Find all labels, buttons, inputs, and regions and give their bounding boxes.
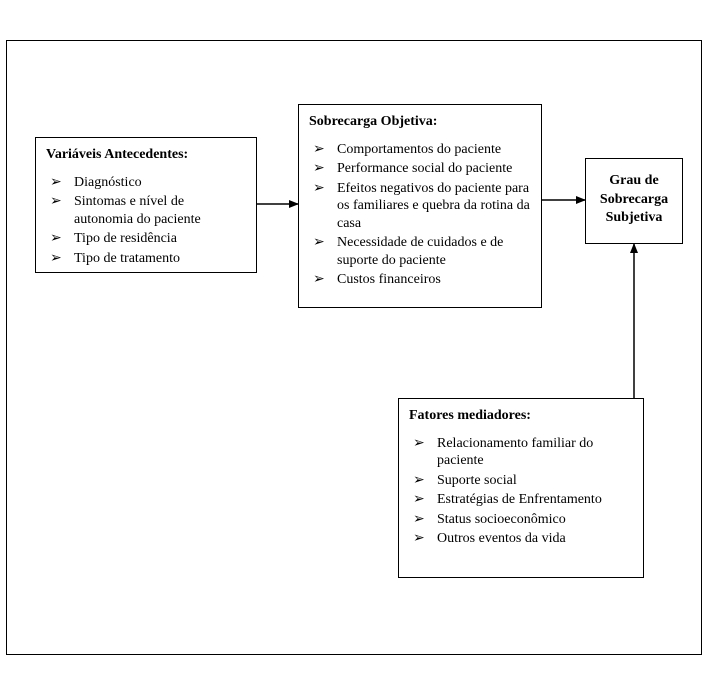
node-antecedents-title: Variáveis Antecedentes:	[46, 146, 246, 164]
node-objective-items: Comportamentos do pacientePerformance so…	[309, 141, 531, 289]
node-mediators-items: Relacionamento familiar do paciente Supor…	[409, 435, 633, 548]
node-result-line1: Grau de	[609, 173, 658, 188]
antecedents-item: Tipo de residência	[74, 230, 246, 248]
node-mediators-title: Fatores mediadores:	[409, 407, 633, 425]
objective-item: Comportamentos do paciente	[337, 141, 531, 159]
node-mediators: Fatores mediadores: Relacionamento famil…	[398, 398, 644, 578]
node-objective: Sobrecarga Objetiva: Comportamentos do p…	[298, 104, 542, 308]
antecedents-item: Tipo de tratamento	[74, 250, 246, 268]
objective-item: Efeitos negativos do paciente para os fa…	[337, 180, 531, 233]
node-result-line3: Subjetiva	[606, 210, 663, 225]
mediators-item: Estratégias de Enfrentamento	[437, 491, 633, 509]
mediators-item: Suporte social	[437, 472, 633, 490]
objective-item: Performance social do paciente	[337, 160, 531, 178]
objective-item: Custos financeiros	[337, 271, 531, 289]
antecedents-item: Diagnóstico	[74, 174, 246, 192]
diagram-canvas: Variáveis Antecedentes: DiagnósticoSinto…	[0, 0, 707, 696]
mediators-item: Relacionamento familiar do paciente	[437, 435, 633, 470]
node-result: Grau de Sobrecarga Subjetiva	[585, 158, 683, 244]
node-result-text: Grau de Sobrecarga Subjetiva	[600, 172, 668, 229]
mediators-item: Outros eventos da vida	[437, 530, 633, 548]
objective-item: Necessidade de cuidados e de suporte do …	[337, 234, 531, 269]
node-result-line2: Sobrecarga	[600, 192, 668, 207]
antecedents-item: Sintomas e nível de autonomia do pacient…	[74, 193, 246, 228]
node-objective-title: Sobrecarga Objetiva:	[309, 113, 531, 131]
mediators-item: Status socioeconômico	[437, 511, 633, 529]
node-antecedents-items: DiagnósticoSintomas e nível de autonomia…	[46, 174, 246, 268]
node-antecedents: Variáveis Antecedentes: DiagnósticoSinto…	[35, 137, 257, 273]
